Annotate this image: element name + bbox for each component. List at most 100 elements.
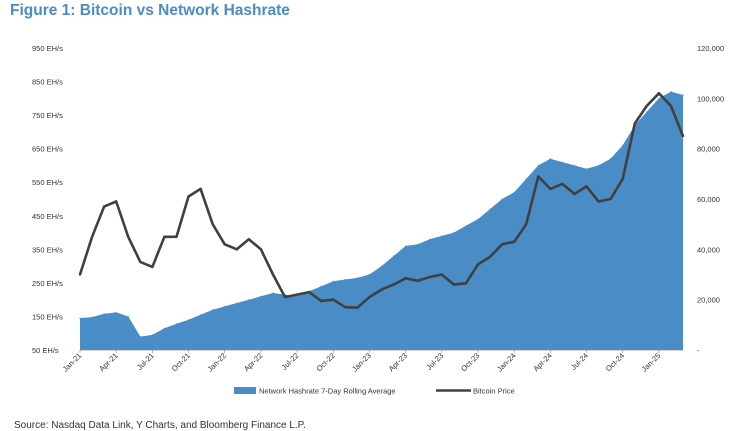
right-tick-label: -	[697, 346, 700, 355]
bitcoin-price-point	[537, 175, 540, 178]
hashrate-point	[200, 314, 202, 316]
bitcoin-price-point	[476, 263, 480, 266]
bitcoin-price-point	[404, 277, 407, 280]
hashrate-point	[477, 218, 479, 220]
bitcoin-price-point	[115, 200, 118, 203]
x-tick-label: Jan-25	[640, 351, 663, 374]
bitcoin-price-point	[344, 306, 347, 309]
hashrate-point	[163, 327, 165, 329]
bitcoin-price-point	[199, 187, 202, 191]
hashrate-point	[658, 97, 660, 99]
hashrate-point	[405, 245, 407, 247]
hashrate-point	[380, 265, 383, 267]
hashrate-point	[525, 178, 527, 180]
hashrate-point	[622, 144, 624, 146]
hashrate-point	[670, 91, 672, 93]
bitcoin-price-point	[151, 265, 154, 269]
bitcoin-price-point	[645, 104, 648, 108]
bitcoin-price-point	[500, 243, 504, 246]
bitcoin-price-point	[127, 235, 130, 238]
hashrate-point	[212, 309, 214, 311]
bitcoin-price-point	[428, 275, 431, 279]
x-tick-label: Apr-23	[387, 351, 409, 373]
bitcoin-price-point	[621, 177, 624, 181]
hashrate-point	[417, 243, 419, 245]
hashrate-area-layer	[79, 91, 684, 350]
source-note: Source: Nasdaq Data Link, Y Charts, and …	[14, 420, 306, 431]
bitcoin-price-point	[356, 306, 359, 309]
bitcoin-price-point	[102, 205, 106, 208]
hashrate-point	[103, 313, 105, 315]
hashrate-point	[115, 311, 117, 313]
hashrate-point	[272, 292, 274, 294]
left-tick-label: 650 EH/s	[32, 145, 63, 154]
x-axis-ticks: Jan-21 Apr-21 Jul-21 Oct-21 Jan-22 Apr-22 Jul-…	[61, 350, 662, 374]
left-tick-label: 550 EH/s	[32, 178, 63, 187]
right-tick-label: 80,000	[697, 145, 720, 154]
x-tick-label: Oct-21	[170, 351, 192, 373]
bitcoin-price-point	[609, 197, 612, 201]
bitcoin-price-point	[235, 248, 238, 251]
bitcoin-price-point	[669, 104, 673, 108]
bitcoin-price-point	[368, 295, 371, 299]
x-tick-label: Jan-22	[206, 351, 229, 374]
hashrate-point	[248, 299, 250, 301]
hashrate-point	[356, 277, 358, 279]
right-tick-label: 120,000	[697, 44, 724, 53]
bitcoin-price-point	[187, 195, 190, 198]
bitcoin-price-point	[271, 273, 275, 276]
bitcoin-price-point	[247, 238, 250, 241]
x-tick-label: Apr-24	[531, 351, 553, 373]
bitcoin-price-point	[78, 273, 82, 276]
hashrate-point	[344, 278, 346, 281]
bitcoin-price-point	[452, 283, 456, 286]
bitcoin-price-point	[416, 279, 419, 282]
bitcoin-price-point	[90, 235, 94, 238]
hashrate-point	[646, 111, 648, 113]
hashrate-point	[79, 317, 81, 319]
x-tick-label: Jul-24	[569, 351, 590, 372]
left-tick-label: 950 EH/s	[32, 44, 63, 53]
left-tick-label: 150 EH/s	[32, 312, 63, 321]
bitcoin-price-point	[549, 187, 552, 191]
x-tick-label: Oct-24	[604, 351, 626, 373]
bitcoin-price-point	[440, 273, 443, 276]
legend: Network Hashrate 7-Day Rolling Average Bi…	[234, 387, 515, 396]
left-tick-label: 50 EH/s	[32, 346, 59, 355]
hashrate-point	[368, 273, 370, 276]
x-tick-label: Oct-22	[314, 351, 336, 373]
hashrate-point	[151, 334, 153, 336]
hashrate-point	[465, 225, 467, 227]
hashrate-point	[513, 191, 515, 193]
bitcoin-price-point	[332, 298, 335, 301]
bitcoin-price-point	[561, 182, 564, 186]
hashrate-point	[573, 164, 576, 166]
bitcoin-price-point	[585, 185, 588, 188]
bitcoin-price-point	[513, 240, 516, 243]
bitcoin-price-point	[295, 293, 299, 296]
left-tick-label: 250 EH/s	[32, 279, 63, 288]
left-tick-label: 350 EH/s	[32, 245, 63, 254]
bitcoin-price-point	[681, 134, 685, 138]
bitcoin-price-point	[307, 290, 311, 294]
hashrate-point	[91, 316, 93, 318]
x-tick-label: Apr-22	[242, 351, 264, 373]
bitcoin-price-point	[392, 283, 395, 286]
bitcoin-price-point	[597, 200, 600, 203]
bitcoin-price-point	[163, 235, 166, 238]
hashrate-point	[561, 161, 564, 163]
left-axis-ticks: 50 EH/s 150 EH/s 250 EH/s 350 EH/s 450 EH/s 5…	[32, 44, 63, 355]
hashrate-point	[320, 285, 322, 287]
hashrate-point	[187, 319, 190, 321]
price-line-layer	[78, 92, 685, 309]
left-tick-label: 850 EH/s	[32, 78, 63, 87]
x-tick-label: Jul-21	[135, 351, 156, 372]
bitcoin-price-point	[175, 235, 178, 238]
hashrate-point	[441, 235, 443, 237]
right-tick-label: 40,000	[697, 245, 720, 254]
x-tick-label: Jul-22	[280, 351, 301, 372]
legend-label-price: Bitcoin Price	[473, 387, 515, 396]
hashrate-point	[236, 302, 238, 304]
bitcoin-price-point	[573, 192, 576, 196]
